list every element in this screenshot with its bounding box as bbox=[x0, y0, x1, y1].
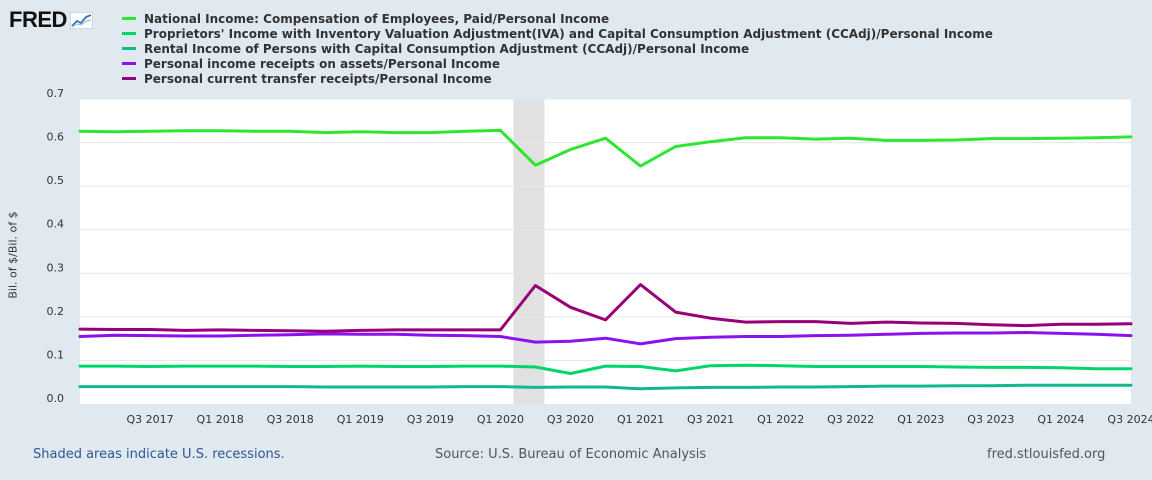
y-tick-label: 0.4 bbox=[47, 218, 65, 231]
legend-swatch bbox=[122, 77, 136, 80]
x-tick-label: Q1 2024 bbox=[1037, 413, 1084, 426]
legend-swatch bbox=[122, 47, 136, 50]
y-tick-label: 0.5 bbox=[47, 174, 65, 187]
source-note: Source: U.S. Bureau of Economic Analysis bbox=[435, 447, 707, 462]
legend-label: Personal current transfer receipts/Perso… bbox=[144, 71, 492, 86]
series-line-2 bbox=[78, 363, 1133, 375]
x-tick-label: Q3 2017 bbox=[126, 413, 173, 426]
x-tick-label: Q3 2018 bbox=[267, 413, 314, 426]
y-tick-label: 0.6 bbox=[47, 131, 65, 144]
x-tick-label: Q1 2021 bbox=[617, 413, 664, 426]
x-tick-label: Q1 2019 bbox=[337, 413, 384, 426]
legend-item-4: Personal income receipts on assets/Perso… bbox=[122, 56, 993, 71]
recession-note: Shaded areas indicate U.S. recessions. bbox=[33, 447, 285, 462]
x-tick-label: Q3 2022 bbox=[827, 413, 874, 426]
x-tick-label: Q1 2022 bbox=[757, 413, 804, 426]
legend-swatch bbox=[122, 17, 136, 20]
x-tick-label: Q1 2023 bbox=[897, 413, 944, 426]
chart-legend: National Income: Compensation of Employe… bbox=[122, 11, 993, 86]
y-tick-label: 0.2 bbox=[47, 305, 65, 318]
fred-logo[interactable]: FRED bbox=[9, 7, 93, 33]
series-line-1 bbox=[78, 128, 1133, 168]
series-line-3 bbox=[78, 383, 1133, 391]
legend-label: Personal income receipts on assets/Perso… bbox=[144, 56, 500, 71]
x-tick-label: Q3 2021 bbox=[687, 413, 734, 426]
y-tick-label: 0.3 bbox=[47, 261, 65, 274]
legend-label: Proprietors' Income with Inventory Valua… bbox=[144, 26, 993, 41]
site-link[interactable]: fred.stlouisfed.org bbox=[987, 447, 1106, 462]
legend-label: Rental Income of Persons with Capital Co… bbox=[144, 41, 750, 56]
y-tick-label: 0.0 bbox=[47, 392, 65, 405]
y-tick-label: 0.7 bbox=[47, 87, 65, 100]
x-tick-label: Q3 2020 bbox=[547, 413, 594, 426]
logo-text: FRED bbox=[9, 7, 67, 32]
legend-item-5: Personal current transfer receipts/Perso… bbox=[122, 71, 993, 86]
legend-swatch bbox=[122, 32, 136, 35]
series-line-5 bbox=[78, 283, 1133, 333]
legend-item-2: Proprietors' Income with Inventory Valua… bbox=[122, 26, 993, 41]
chart-graph-icon bbox=[69, 11, 93, 29]
x-tick-label: Q1 2018 bbox=[197, 413, 244, 426]
x-tick-label: Q3 2019 bbox=[407, 413, 454, 426]
series-line-4 bbox=[78, 331, 1133, 346]
plot-area bbox=[80, 99, 1131, 404]
x-tick-label: Q1 2020 bbox=[477, 413, 524, 426]
legend-item-3: Rental Income of Persons with Capital Co… bbox=[122, 41, 993, 56]
legend-swatch bbox=[122, 62, 136, 65]
legend-item-1: National Income: Compensation of Employe… bbox=[122, 11, 993, 26]
x-tick-label: Q3 2023 bbox=[967, 413, 1014, 426]
y-tick-label: 0.1 bbox=[47, 348, 65, 361]
recession-shade bbox=[513, 99, 545, 404]
legend-label: National Income: Compensation of Employe… bbox=[144, 11, 610, 26]
x-tick-label: Q3 2024 bbox=[1107, 413, 1152, 426]
